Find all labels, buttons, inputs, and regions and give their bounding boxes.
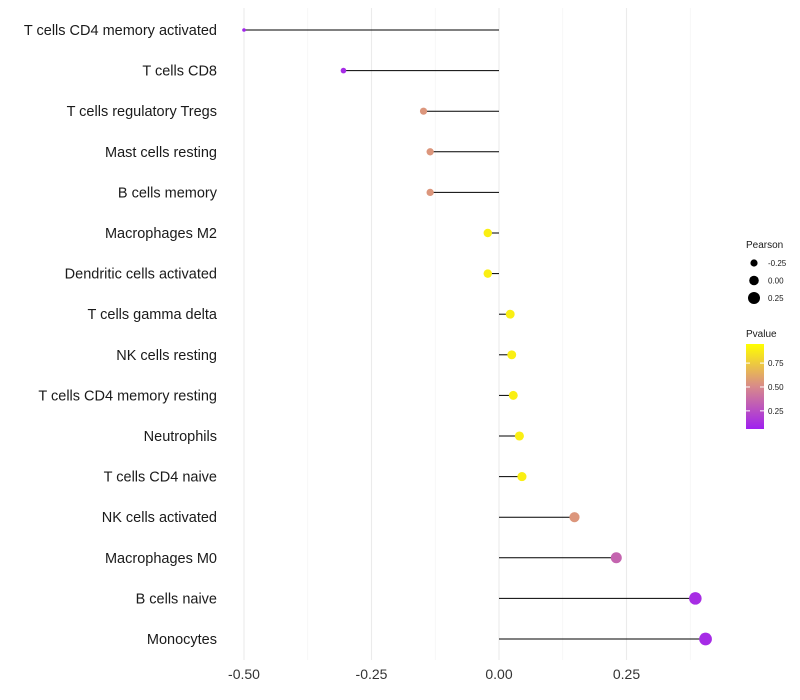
data-point	[508, 390, 518, 400]
legend-color-label: 0.75	[768, 359, 784, 368]
legend-size-label: 0.00	[768, 277, 784, 286]
legend-size-dot	[748, 292, 760, 304]
data-point	[505, 309, 515, 319]
category-label: NK cells resting	[116, 348, 217, 364]
points	[242, 28, 712, 646]
x-tick-label: 0.25	[613, 666, 640, 682]
legend-color-bar	[746, 344, 764, 429]
category-label: Macrophages M0	[105, 551, 217, 567]
grid	[243, 8, 691, 660]
x-tick-label: -0.50	[228, 666, 260, 682]
data-point	[483, 269, 492, 278]
category-label: T cells gamma delta	[88, 307, 218, 323]
legend-size: Pearson -0.25 0.00 0.25	[746, 240, 787, 304]
category-label: Dendritic cells activated	[65, 267, 217, 283]
data-point	[517, 472, 527, 482]
category-label: T cells CD8	[142, 64, 217, 80]
data-point	[340, 67, 347, 74]
category-label: NK cells activated	[102, 510, 217, 526]
data-point	[569, 512, 580, 523]
category-label: B cells naive	[136, 591, 217, 607]
category-label: T cells CD4 naive	[104, 470, 217, 486]
legend-color-label: 0.50	[768, 383, 784, 392]
category-label: B cells memory	[118, 185, 218, 201]
stems	[244, 29, 706, 640]
legend-size-label: 0.25	[768, 294, 784, 303]
category-labels: T cells CD4 memory activated T cells CD8 T…	[24, 23, 218, 648]
category-label: Neutrophils	[144, 429, 217, 445]
legend-color-title: Pvalue	[746, 329, 777, 340]
legend-color: Pvalue 0.75 0.50 0.25	[746, 329, 784, 429]
legend-size-label: -0.25	[768, 259, 787, 268]
category-label: T cells regulatory Tregs	[67, 104, 217, 120]
data-point	[483, 228, 492, 238]
x-tick-label: -0.25	[356, 666, 388, 682]
data-point	[610, 552, 622, 564]
legend-color-label: 0.25	[768, 407, 784, 416]
legend-size-dot	[750, 259, 758, 267]
data-point	[699, 632, 712, 646]
category-label: T cells CD4 memory resting	[38, 388, 217, 404]
data-point	[426, 148, 434, 156]
data-point	[419, 107, 428, 115]
data-point	[507, 350, 517, 360]
legend-size-dot	[749, 275, 759, 286]
x-axis-ticks: -0.50 -0.25 0.00 0.25	[228, 666, 640, 682]
data-point	[689, 592, 702, 605]
x-tick-label: 0.00	[485, 666, 512, 682]
data-point	[242, 28, 246, 32]
category-label: Mast cells resting	[105, 145, 217, 161]
category-label: Macrophages M2	[105, 226, 217, 242]
category-label: T cells CD4 memory activated	[24, 23, 217, 39]
legend-size-title: Pearson	[746, 240, 783, 251]
category-label: Monocytes	[147, 632, 217, 648]
data-point	[514, 431, 524, 441]
data-point	[426, 188, 434, 197]
